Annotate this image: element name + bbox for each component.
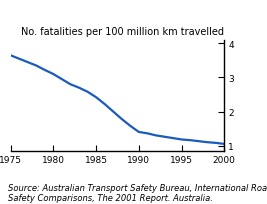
Text: No. fatalities per 100 million km travelled: No. fatalities per 100 million km travel…: [21, 27, 224, 37]
Text: Source: Australian Transport Safety Bureau, International Road
Safety Comparison: Source: Australian Transport Safety Bure…: [8, 183, 267, 202]
